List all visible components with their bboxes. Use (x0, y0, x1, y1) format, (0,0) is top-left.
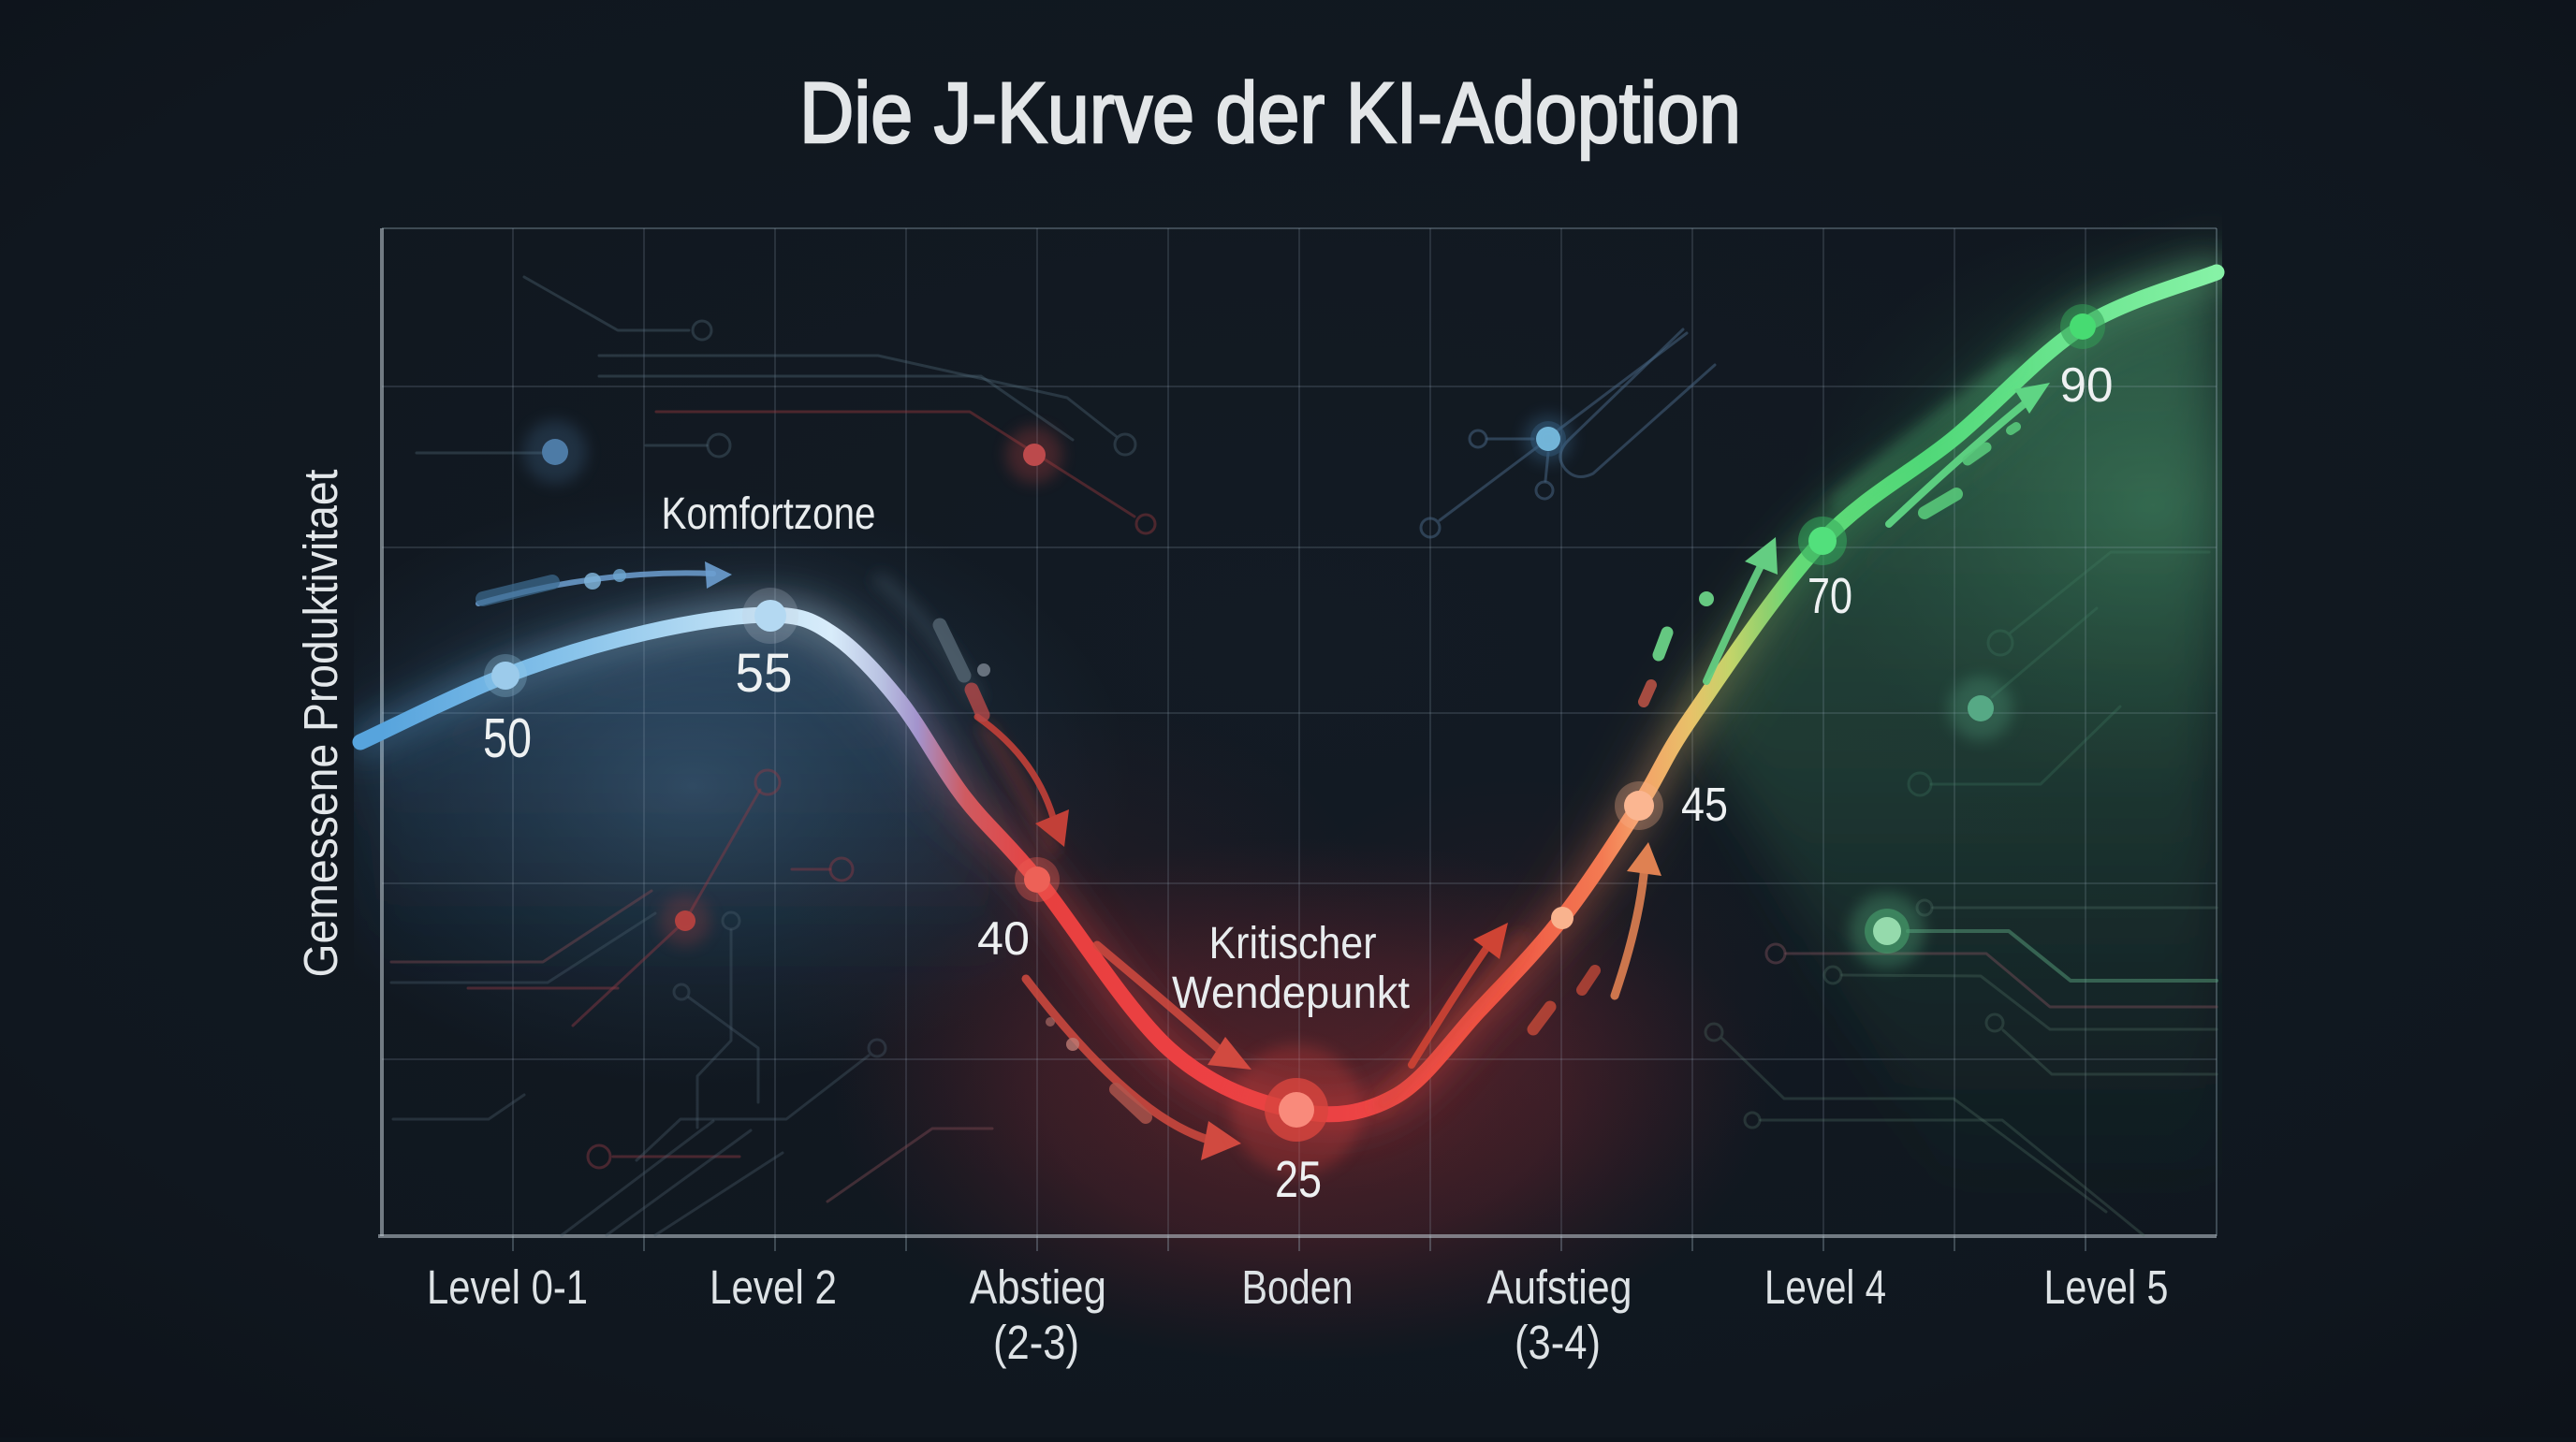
svg-text:Kritischer: Kritischer (1209, 919, 1377, 969)
svg-text:25: 25 (1275, 1150, 1322, 1208)
svg-text:Level 0-1: Level 0-1 (427, 1260, 588, 1314)
svg-text:Level 4: Level 4 (1764, 1260, 1886, 1314)
svg-text:Die J-Kurve der KI-Adoption: Die J-Kurve der KI-Adoption (799, 66, 1741, 161)
svg-text:45: 45 (1681, 778, 1728, 831)
svg-text:Level 2: Level 2 (710, 1260, 837, 1314)
svg-text:Wendepunkt: Wendepunkt (1172, 969, 1410, 1018)
svg-text:Aufstieg: Aufstieg (1487, 1260, 1632, 1314)
svg-text:(3-4): (3-4) (1515, 1316, 1601, 1369)
svg-text:Abstieg: Abstieg (970, 1260, 1106, 1314)
svg-text:70: 70 (1808, 568, 1852, 624)
svg-text:(2-3): (2-3) (993, 1316, 1079, 1369)
svg-text:Level 5: Level 5 (2044, 1260, 2169, 1314)
svg-text:Komfortzone: Komfortzone (662, 489, 876, 539)
svg-text:Boden: Boden (1242, 1260, 1354, 1314)
svg-text:Gemessene Produktivitaet: Gemessene Produktivitaet (294, 470, 347, 978)
svg-text:40: 40 (977, 912, 1030, 965)
svg-text:50: 50 (483, 707, 532, 769)
svg-text:90: 90 (2060, 358, 2114, 413)
svg-text:55: 55 (736, 643, 793, 704)
